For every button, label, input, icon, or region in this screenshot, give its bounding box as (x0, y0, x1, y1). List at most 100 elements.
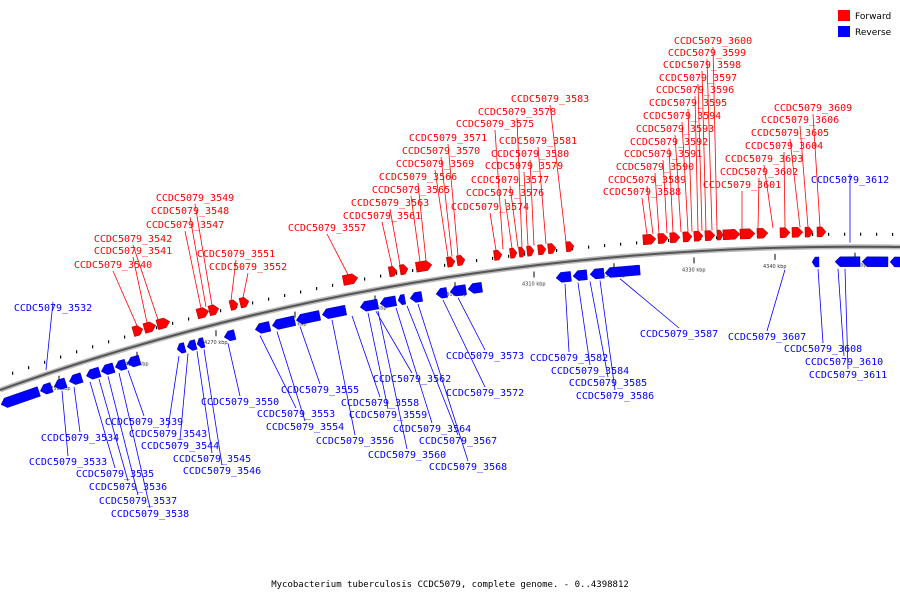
forward-gene-arrow (509, 247, 518, 259)
gene-label: CCDC5079_3554 (266, 422, 344, 433)
leader-line (73, 386, 81, 433)
leader-line (331, 319, 356, 436)
backbone-line (0, 245, 900, 391)
minor-tick (300, 290, 302, 294)
tick-label: 4270 kbp (204, 340, 228, 346)
minor-tick (620, 242, 622, 246)
genes (0, 226, 900, 408)
gene-label: CCDC5079_3606 (761, 115, 839, 126)
forward-gene-arrow (657, 233, 669, 244)
leader-line (789, 138, 801, 228)
minor-tick (172, 321, 174, 325)
leader-line (812, 113, 821, 227)
leader-line (529, 159, 535, 246)
reverse-gene-arrow (40, 382, 54, 395)
forward-gene-arrow (142, 321, 157, 334)
forward-gene-arrow (756, 228, 769, 239)
leader-line (457, 297, 486, 351)
leader-line (417, 182, 427, 261)
forward-gene-arrow (155, 317, 171, 330)
gene-label: CCDC5079_3552 (209, 262, 287, 273)
forward-gene-arrow (704, 230, 716, 241)
gene-label: CCDC5079_3543 (129, 429, 207, 440)
leader-line (549, 104, 567, 242)
leader-line (766, 269, 786, 332)
gene-label: CCDC5079_3573 (446, 351, 524, 362)
reverse-gene-arrow (126, 354, 142, 368)
leader-line (98, 378, 129, 482)
gene-label: CCDC5079_3566 (379, 172, 457, 183)
leader-line (118, 372, 151, 509)
minor-tick (332, 283, 334, 287)
gene-label: CCDC5079_3567 (419, 436, 497, 447)
reverse-gene-arrow (397, 294, 407, 306)
minor-tick (252, 301, 254, 305)
leader-line (687, 108, 693, 232)
leader-line (577, 282, 591, 366)
legend-reverse-swatch (838, 26, 850, 37)
gene-label: CCDC5079_3548 (151, 206, 229, 217)
gene-label: CCDC5079_3563 (351, 198, 429, 209)
minor-tick (380, 274, 382, 278)
leader-line (45, 301, 54, 371)
leader-line (127, 370, 145, 417)
gene-label: CCDC5079_3600 (674, 36, 752, 47)
leader-line (599, 280, 616, 391)
forward-gene-arrow (669, 232, 681, 244)
gene-label: CCDC5079_3612 (811, 175, 889, 186)
minor-tick (396, 271, 398, 275)
gene-label: CCDC5079_3608 (784, 344, 862, 355)
gene-label: CCDC5079_3596 (656, 85, 734, 96)
leader-line (184, 230, 202, 309)
gene-label: CCDC5079_3578 (478, 107, 556, 118)
minor-tick (76, 350, 78, 354)
minor-tick (284, 294, 286, 298)
tick-label: 4340 kbp (763, 264, 787, 270)
minor-tick (604, 244, 606, 248)
leader-line (326, 233, 349, 275)
leader-line (799, 125, 809, 228)
forward-gene-arrow (642, 234, 657, 246)
forward-gene-arrow (804, 226, 814, 238)
reverse-gene-arrow (811, 256, 820, 268)
legend-reverse-label: Reverse (855, 28, 892, 38)
leader-line (489, 212, 497, 251)
gene-label: CCDC5079_3611 (809, 370, 887, 381)
gene-label: CCDC5079_3602 (720, 167, 798, 178)
gene-label: CCDC5079_3597 (659, 73, 737, 84)
gene-label: CCDC5079_3607 (728, 332, 806, 343)
forward-gene-arrow (131, 325, 144, 337)
forward-gene-arrow (238, 297, 250, 309)
minor-tick (156, 326, 158, 330)
gene-label: CCDC5079_3551 (197, 249, 275, 260)
leader-line (61, 390, 69, 457)
leader-line (367, 312, 389, 410)
forward-gene-arrow (716, 229, 724, 241)
gene-label: CCDC5079_3603 (725, 154, 803, 165)
gene-label: CCDC5079_3539 (105, 417, 183, 428)
gene-label: CCDC5079_3559 (349, 410, 427, 421)
leader-line (276, 331, 306, 422)
forward-gene-arrow (791, 227, 804, 238)
gene-label: CCDC5079_3558 (341, 398, 419, 409)
gene-label: CCDC5079_3574 (451, 202, 529, 213)
gene-label: CCDC5079_3545 (173, 454, 251, 465)
leader-line (516, 117, 523, 247)
leader-line (227, 343, 241, 397)
leader-line (509, 185, 519, 248)
gene-label: CCDC5079_3561 (343, 211, 421, 222)
leader-line (406, 305, 459, 436)
reverse-gene-arrow (555, 271, 572, 283)
leader-line (410, 195, 421, 262)
leader-line (681, 121, 689, 232)
legend: Forward Reverse (838, 10, 892, 38)
minor-tick (220, 309, 222, 313)
gene-label: CCDC5079_3537 (99, 496, 177, 507)
leader-line (697, 83, 703, 231)
gene-label: CCDC5079_3585 (569, 378, 647, 389)
gene-label: CCDC5079_3556 (316, 436, 394, 447)
gene-label: CCDC5079_3535 (76, 469, 154, 480)
leader-line (763, 164, 774, 228)
leader-line (694, 95, 699, 232)
